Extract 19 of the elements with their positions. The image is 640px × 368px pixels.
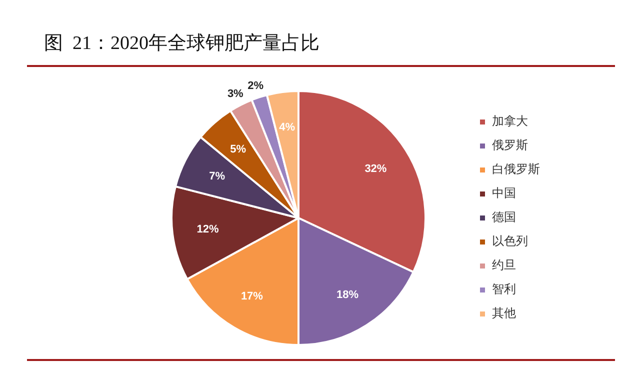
data-label: 18% <box>336 289 359 302</box>
data-label: 17% <box>240 290 264 303</box>
data-label: 3% <box>227 88 244 100</box>
legend-label: 中国 <box>492 186 516 200</box>
legend-label: 德国 <box>492 210 516 224</box>
legend-label: 加拿大 <box>492 114 528 128</box>
legend-label: 约旦 <box>492 258 516 272</box>
legend-label: 俄罗斯 <box>492 138 528 152</box>
data-label: 4% <box>279 121 296 134</box>
legend-label: 白俄罗斯 <box>492 162 540 176</box>
legend-label: 其他 <box>492 306 516 320</box>
legend-label: 以色列 <box>492 234 528 248</box>
data-label: 7% <box>209 170 226 183</box>
chart-title: 图 21：2020年全球钾肥产量占比 <box>44 32 320 56</box>
data-label: 5% <box>230 143 246 156</box>
legend-label: 智利 <box>492 282 516 296</box>
data-label: 12% <box>196 223 219 236</box>
data-label: 2% <box>248 80 264 92</box>
data-label: 32% <box>364 163 387 176</box>
